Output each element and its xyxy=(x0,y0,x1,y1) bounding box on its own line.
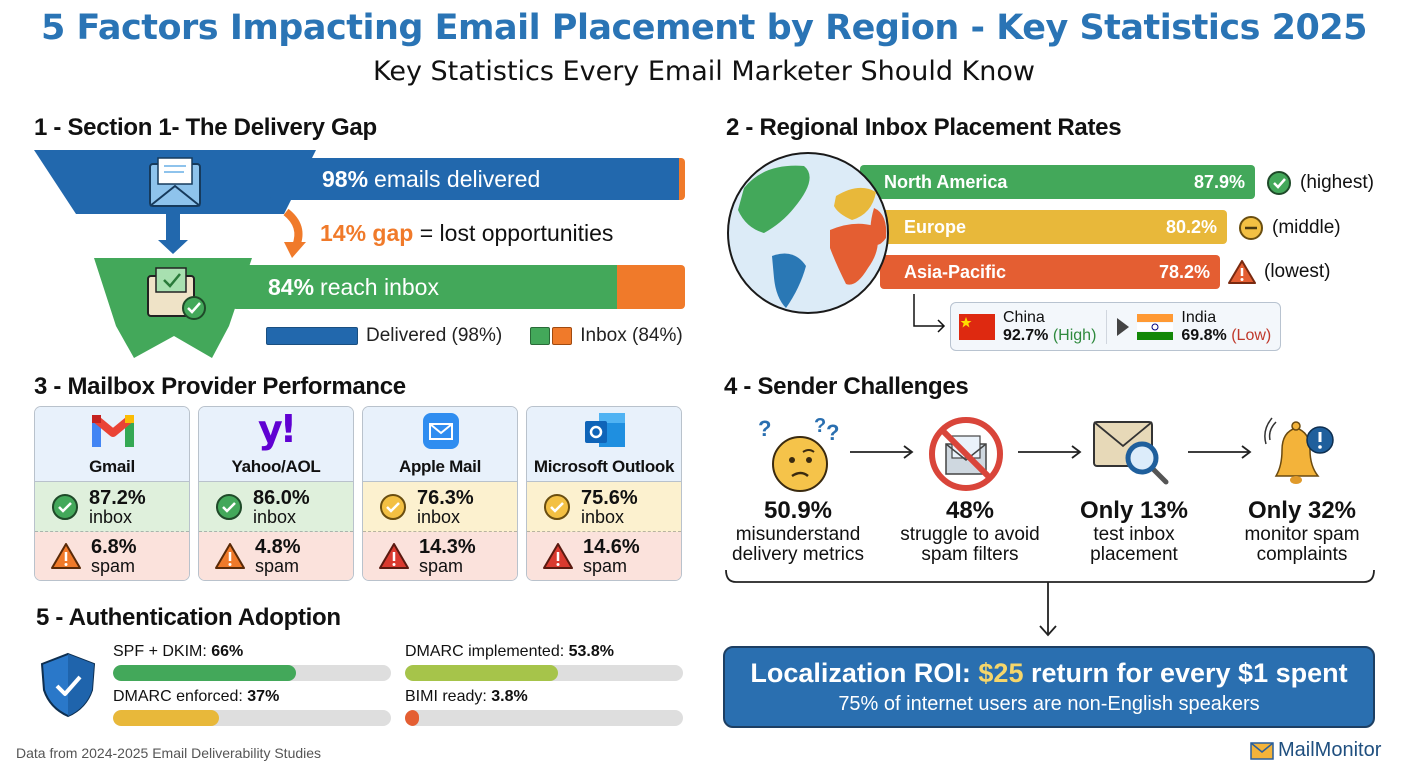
region-bar-asia-pacific: Asia-Pacific 78.2% xyxy=(880,255,1220,289)
roi-banner: Localization ROI: $25 return for every $… xyxy=(723,646,1375,728)
auth-metric-dmarc-enforced: DMARC enforced: 37% xyxy=(113,688,391,726)
check-circle-icon xyxy=(1267,171,1291,195)
challenge-item: Only 13% test inbox placement xyxy=(1079,497,1189,565)
region-note-europe: (middle) xyxy=(1238,215,1341,241)
section3-heading: 3 - Mailbox Provider Performance xyxy=(34,373,406,400)
email-search-icon xyxy=(1093,421,1169,485)
apple-mail-logo-icon xyxy=(423,413,459,449)
alert-bell-icon xyxy=(1264,417,1334,484)
provider-cards: Gmail 87.2% inbox 6.8% spam y! Yahoo/AOL 8… xyxy=(34,406,682,581)
svg-text:?: ? xyxy=(758,416,771,441)
svg-text:?: ? xyxy=(826,420,839,445)
page-subtitle: Key Statistics Every Email Marketer Shou… xyxy=(373,56,1035,87)
arrow-right-icon xyxy=(1188,445,1252,459)
section1-heading: 1 - Section 1- The Delivery Gap xyxy=(34,114,377,141)
globe-icon xyxy=(727,152,889,314)
challenge-item: 48% struggle to avoid spam filters xyxy=(900,497,1040,565)
warning-icon xyxy=(1228,260,1256,284)
arrow-right-icon xyxy=(850,445,914,459)
shield-check-icon xyxy=(40,652,96,718)
elbow-arrow-icon xyxy=(913,294,946,333)
challenge-list: 50.9% misunderstand delivery metrics 48%… xyxy=(718,497,1382,565)
envelope-icon xyxy=(149,157,201,207)
minus-circle-icon xyxy=(1239,216,1263,240)
provider-card-gmail: Gmail 87.2% inbox 6.8% spam xyxy=(34,406,190,581)
challenge-item: Only 32% monitor spam complaints xyxy=(1244,497,1360,565)
gmail-logo-icon xyxy=(92,415,134,447)
envelope-check-icon xyxy=(147,267,206,320)
auth-metric-bimi: BIMI ready: 3.8% xyxy=(405,688,683,726)
provider-card-yahoo: y! Yahoo/AOL 86.0% inbox 4.8% spam xyxy=(198,406,354,581)
envelope-icon xyxy=(1250,741,1274,760)
section5-heading: 5 - Authentication Adoption xyxy=(36,604,341,631)
country-compare-box: China 92.7% (High) India 69.8% (Low) xyxy=(950,302,1281,351)
funnel-graphic xyxy=(34,150,316,358)
warning-icon xyxy=(543,543,573,569)
down-arrow-icon xyxy=(158,214,188,254)
provider-card-apple-mail: Apple Mail 76.3% inbox 14.3% spam xyxy=(362,406,518,581)
section2-heading: 2 - Regional Inbox Placement Rates xyxy=(726,114,1122,141)
triangle-right-icon xyxy=(1117,317,1130,336)
bracket-connector xyxy=(725,569,1375,637)
page-title: 5 Factors Impacting Email Placement by R… xyxy=(41,8,1368,48)
auth-metric-dmarc-implemented: DMARC implemented: 53.8% xyxy=(405,643,683,681)
warning-icon xyxy=(379,543,409,569)
region-bar-north-america: North America 87.9% xyxy=(860,165,1255,199)
china-flag-icon xyxy=(959,313,995,340)
warning-icon xyxy=(215,543,245,569)
region-note-asia-pacific: (lowest) xyxy=(1228,259,1331,285)
auth-metric-spf-dkim: SPF + DKIM: 66% xyxy=(113,643,391,681)
inbox-bar: 84% reach inbox xyxy=(232,265,685,309)
svg-text:?: ? xyxy=(814,415,826,437)
curved-arrow-icon xyxy=(283,208,306,258)
arrow-right-icon xyxy=(1018,445,1082,459)
region-bar-europe: Europe 80.2% xyxy=(880,210,1227,244)
provider-card-outlook: Microsoft Outlook 75.6% inbox 14.6% spam xyxy=(526,406,682,581)
brand-logo: MailMonitor xyxy=(1250,739,1381,762)
legend-delivered-swatch xyxy=(266,327,358,345)
gap-text: 14% gap = lost opportunities xyxy=(320,220,614,246)
source-note: Data from 2024-2025 Email Deliverability… xyxy=(16,745,322,761)
challenge-item: 50.9% misunderstand delivery metrics xyxy=(732,497,864,565)
check-circle-icon xyxy=(544,493,570,520)
warning-icon xyxy=(51,543,81,569)
confused-face-icon: ? ? ? xyxy=(758,415,839,492)
region-note-north-america: (highest) xyxy=(1266,170,1374,196)
legend-inbox-swatch-orange xyxy=(552,327,573,345)
section4-heading: 4 - Sender Challenges xyxy=(724,373,969,400)
legend-inbox-swatch-green xyxy=(530,327,551,345)
delivery-legend: Delivered (98%) Inbox (84%) xyxy=(266,325,683,347)
india-flag-icon xyxy=(1137,313,1174,340)
yahoo-logo-icon: y! xyxy=(257,407,297,451)
outlook-logo-icon xyxy=(585,413,625,447)
delivered-bar: 98% emails delivered xyxy=(270,158,685,200)
blocked-email-icon xyxy=(929,417,1003,491)
check-circle-icon xyxy=(216,493,242,520)
check-circle-icon xyxy=(380,493,406,520)
check-circle-icon xyxy=(52,493,78,520)
